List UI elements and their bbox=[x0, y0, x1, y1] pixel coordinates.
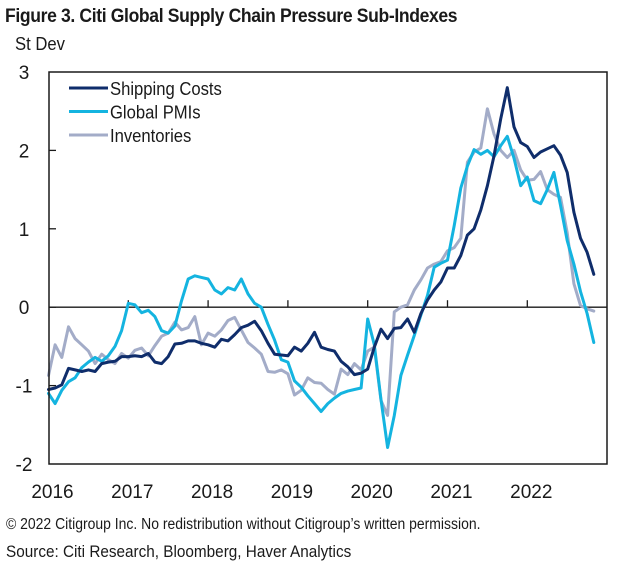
x-tick-label: 2017 bbox=[111, 482, 153, 503]
y-tick-label: 1 bbox=[19, 220, 30, 241]
x-tick-label: 2020 bbox=[351, 482, 393, 503]
y-tick-label: -1 bbox=[16, 377, 33, 398]
axis-ticks bbox=[49, 149, 607, 387]
y-axis-unit-label: St Dev bbox=[15, 33, 65, 54]
legend-label: Shipping Costs bbox=[110, 78, 222, 99]
copyright-note: © 2022 Citigroup Inc. No redistribution … bbox=[6, 516, 481, 533]
y-tick-label: 3 bbox=[19, 63, 30, 84]
legend-label: Inventories bbox=[110, 125, 192, 146]
y-tick-labels: 3 2 1 0 -1 -2 bbox=[16, 63, 33, 476]
chart-title: Figure 3. Citi Global Supply Chain Press… bbox=[5, 5, 458, 27]
y-tick-label: 2 bbox=[19, 141, 30, 162]
x-tick-label: 2022 bbox=[510, 482, 552, 503]
x-tick-labels: 2016 2017 2018 2019 2020 2021 2022 bbox=[31, 482, 552, 503]
series-line-global-pmis bbox=[47, 134, 596, 449]
series-line-inventories bbox=[47, 107, 596, 417]
y-tick-label: 0 bbox=[19, 298, 30, 319]
plot-frame bbox=[48, 71, 608, 465]
legend-label: Global PMIs bbox=[110, 102, 201, 123]
series-line-shipping-costs bbox=[47, 86, 596, 391]
y-tick-label: -2 bbox=[16, 455, 33, 476]
source-note: Source: Citi Research, Bloomberg, Haver … bbox=[6, 542, 352, 561]
series-lines bbox=[47, 86, 596, 449]
x-tick-label: 2016 bbox=[31, 482, 73, 503]
x-tick-label: 2021 bbox=[430, 482, 472, 503]
x-tick-label: 2018 bbox=[191, 482, 233, 503]
x-tick-label: 2019 bbox=[271, 482, 313, 503]
